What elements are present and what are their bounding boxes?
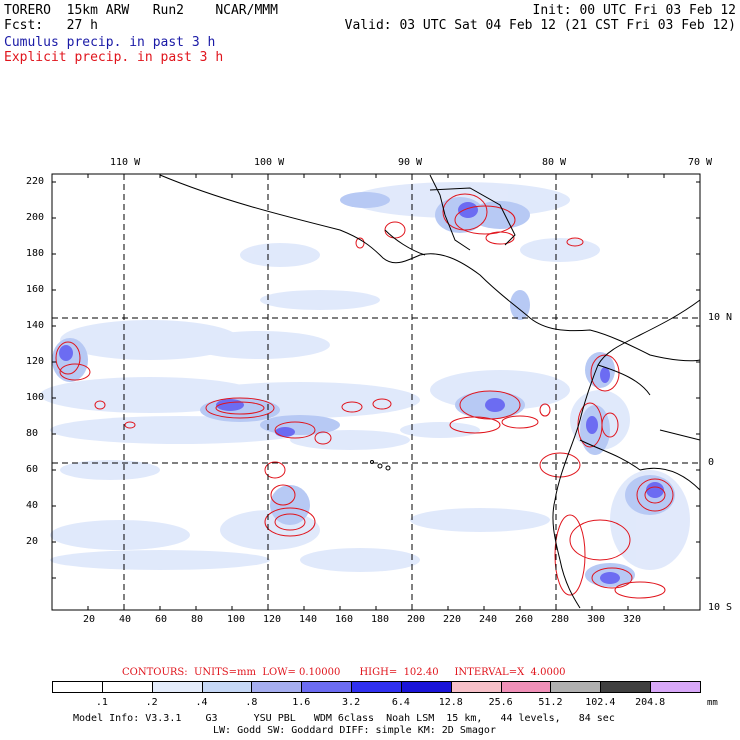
y-tick-label: 40 <box>26 500 39 511</box>
lon-label-90w: 90 W <box>398 157 423 168</box>
x-tick-label: 160 <box>335 614 354 625</box>
color-bar-label: 204.8 <box>635 697 666 708</box>
lon-label-110w: 110 W <box>110 157 141 168</box>
lat-label-10s: 10 S <box>708 602 733 613</box>
y-tick-label: 160 <box>26 284 45 295</box>
x-tick-label: 240 <box>479 614 498 625</box>
color-bar-label: .2 <box>145 697 158 708</box>
lat-lon-grid <box>52 174 700 610</box>
valid-time: Valid: 03 UTC Sat 04 Feb 12 (21 CST Fri … <box>344 18 736 33</box>
color-bar-label: .8 <box>245 697 258 708</box>
lat-label-0: 0 <box>708 457 715 468</box>
contours-info: CONTOURS: UNITS=mm LOW= 0.10000 HIGH= 10… <box>122 667 566 678</box>
x-tick-label: 320 <box>623 614 642 625</box>
galapagos-islands <box>370 460 391 471</box>
x-tick-label: 100 <box>227 614 246 625</box>
init-time: Init: 00 UTC Fri 03 Feb 12 <box>532 3 737 18</box>
lon-label-80w: 80 W <box>542 157 567 168</box>
color-bar-swatch <box>101 681 153 693</box>
x-tick-label: 80 <box>191 614 204 625</box>
color-bar-label: 3.2 <box>342 697 361 708</box>
explicit-legend: Explicit precip. in past 3 h <box>4 50 224 65</box>
precip-fields <box>40 182 690 587</box>
axis-ticks <box>51 174 700 610</box>
color-bar-swatch <box>450 681 502 693</box>
forecast-hour: Fcst: 27 h <box>4 18 98 33</box>
y-tick-label: 60 <box>26 464 39 475</box>
x-tick-label: 220 <box>443 614 462 625</box>
color-bar-label: 12.8 <box>438 697 463 708</box>
x-tick-label: 20 <box>83 614 96 625</box>
lon-label-100w: 100 W <box>254 157 285 168</box>
explicit-contours <box>55 193 674 599</box>
color-bar-swatch <box>500 681 552 693</box>
x-tick-label: 300 <box>587 614 606 625</box>
color-bar-swatch <box>52 681 103 693</box>
color-bar-label: 1.6 <box>292 697 311 708</box>
color-bar-label: .4 <box>195 697 208 708</box>
color-bar-swatch <box>600 681 652 693</box>
x-tick-label: 60 <box>155 614 168 625</box>
color-bar-label: 51.2 <box>538 697 563 708</box>
x-tick-label: 260 <box>515 614 534 625</box>
color-bar-swatch <box>201 681 253 693</box>
color-bar-swatch <box>650 681 701 693</box>
model-info: Model Info: V3.3.1 G3 YSU PBL WDM 6class… <box>73 713 615 724</box>
color-bar-swatch <box>251 681 303 693</box>
color-bar-label: 25.6 <box>488 697 513 708</box>
y-tick-label: 220 <box>26 176 45 187</box>
y-tick-label: 100 <box>26 392 45 403</box>
color-bar-swatch <box>351 681 402 693</box>
color-bar-label: 6.4 <box>391 697 410 708</box>
x-tick-label: 200 <box>407 614 426 625</box>
color-bar-swatch <box>301 681 353 693</box>
y-tick-label: 200 <box>26 212 45 223</box>
lat-label-10n: 10 N <box>708 312 733 323</box>
color-bar-swatch <box>151 681 203 693</box>
y-tick-label: 140 <box>26 320 45 331</box>
x-tick-label: 140 <box>299 614 318 625</box>
model-title: TORERO 15km ARW Run2 NCAR/MMM <box>4 3 278 18</box>
color-bar-swatch <box>400 681 452 693</box>
y-tick-label: 20 <box>26 536 39 547</box>
x-tick-label: 180 <box>371 614 390 625</box>
x-tick-label: 40 <box>119 614 132 625</box>
units-label: mm <box>707 698 718 708</box>
color-bar-label: .1 <box>95 697 108 708</box>
x-tick-label: 280 <box>551 614 570 625</box>
color-bar-label: 102.4 <box>585 697 616 708</box>
y-tick-label: 120 <box>26 356 45 367</box>
lon-label-70w: 70 W <box>688 157 713 168</box>
color-bar-swatch <box>550 681 602 693</box>
x-tick-label: 120 <box>263 614 282 625</box>
y-tick-label: 80 <box>26 428 39 439</box>
physics-info: LW: Godd SW: Goddard DIFF: simple KM: 2D… <box>213 725 496 736</box>
y-tick-label: 180 <box>26 248 45 259</box>
cumulus-legend: Cumulus precip. in past 3 h <box>4 35 216 50</box>
